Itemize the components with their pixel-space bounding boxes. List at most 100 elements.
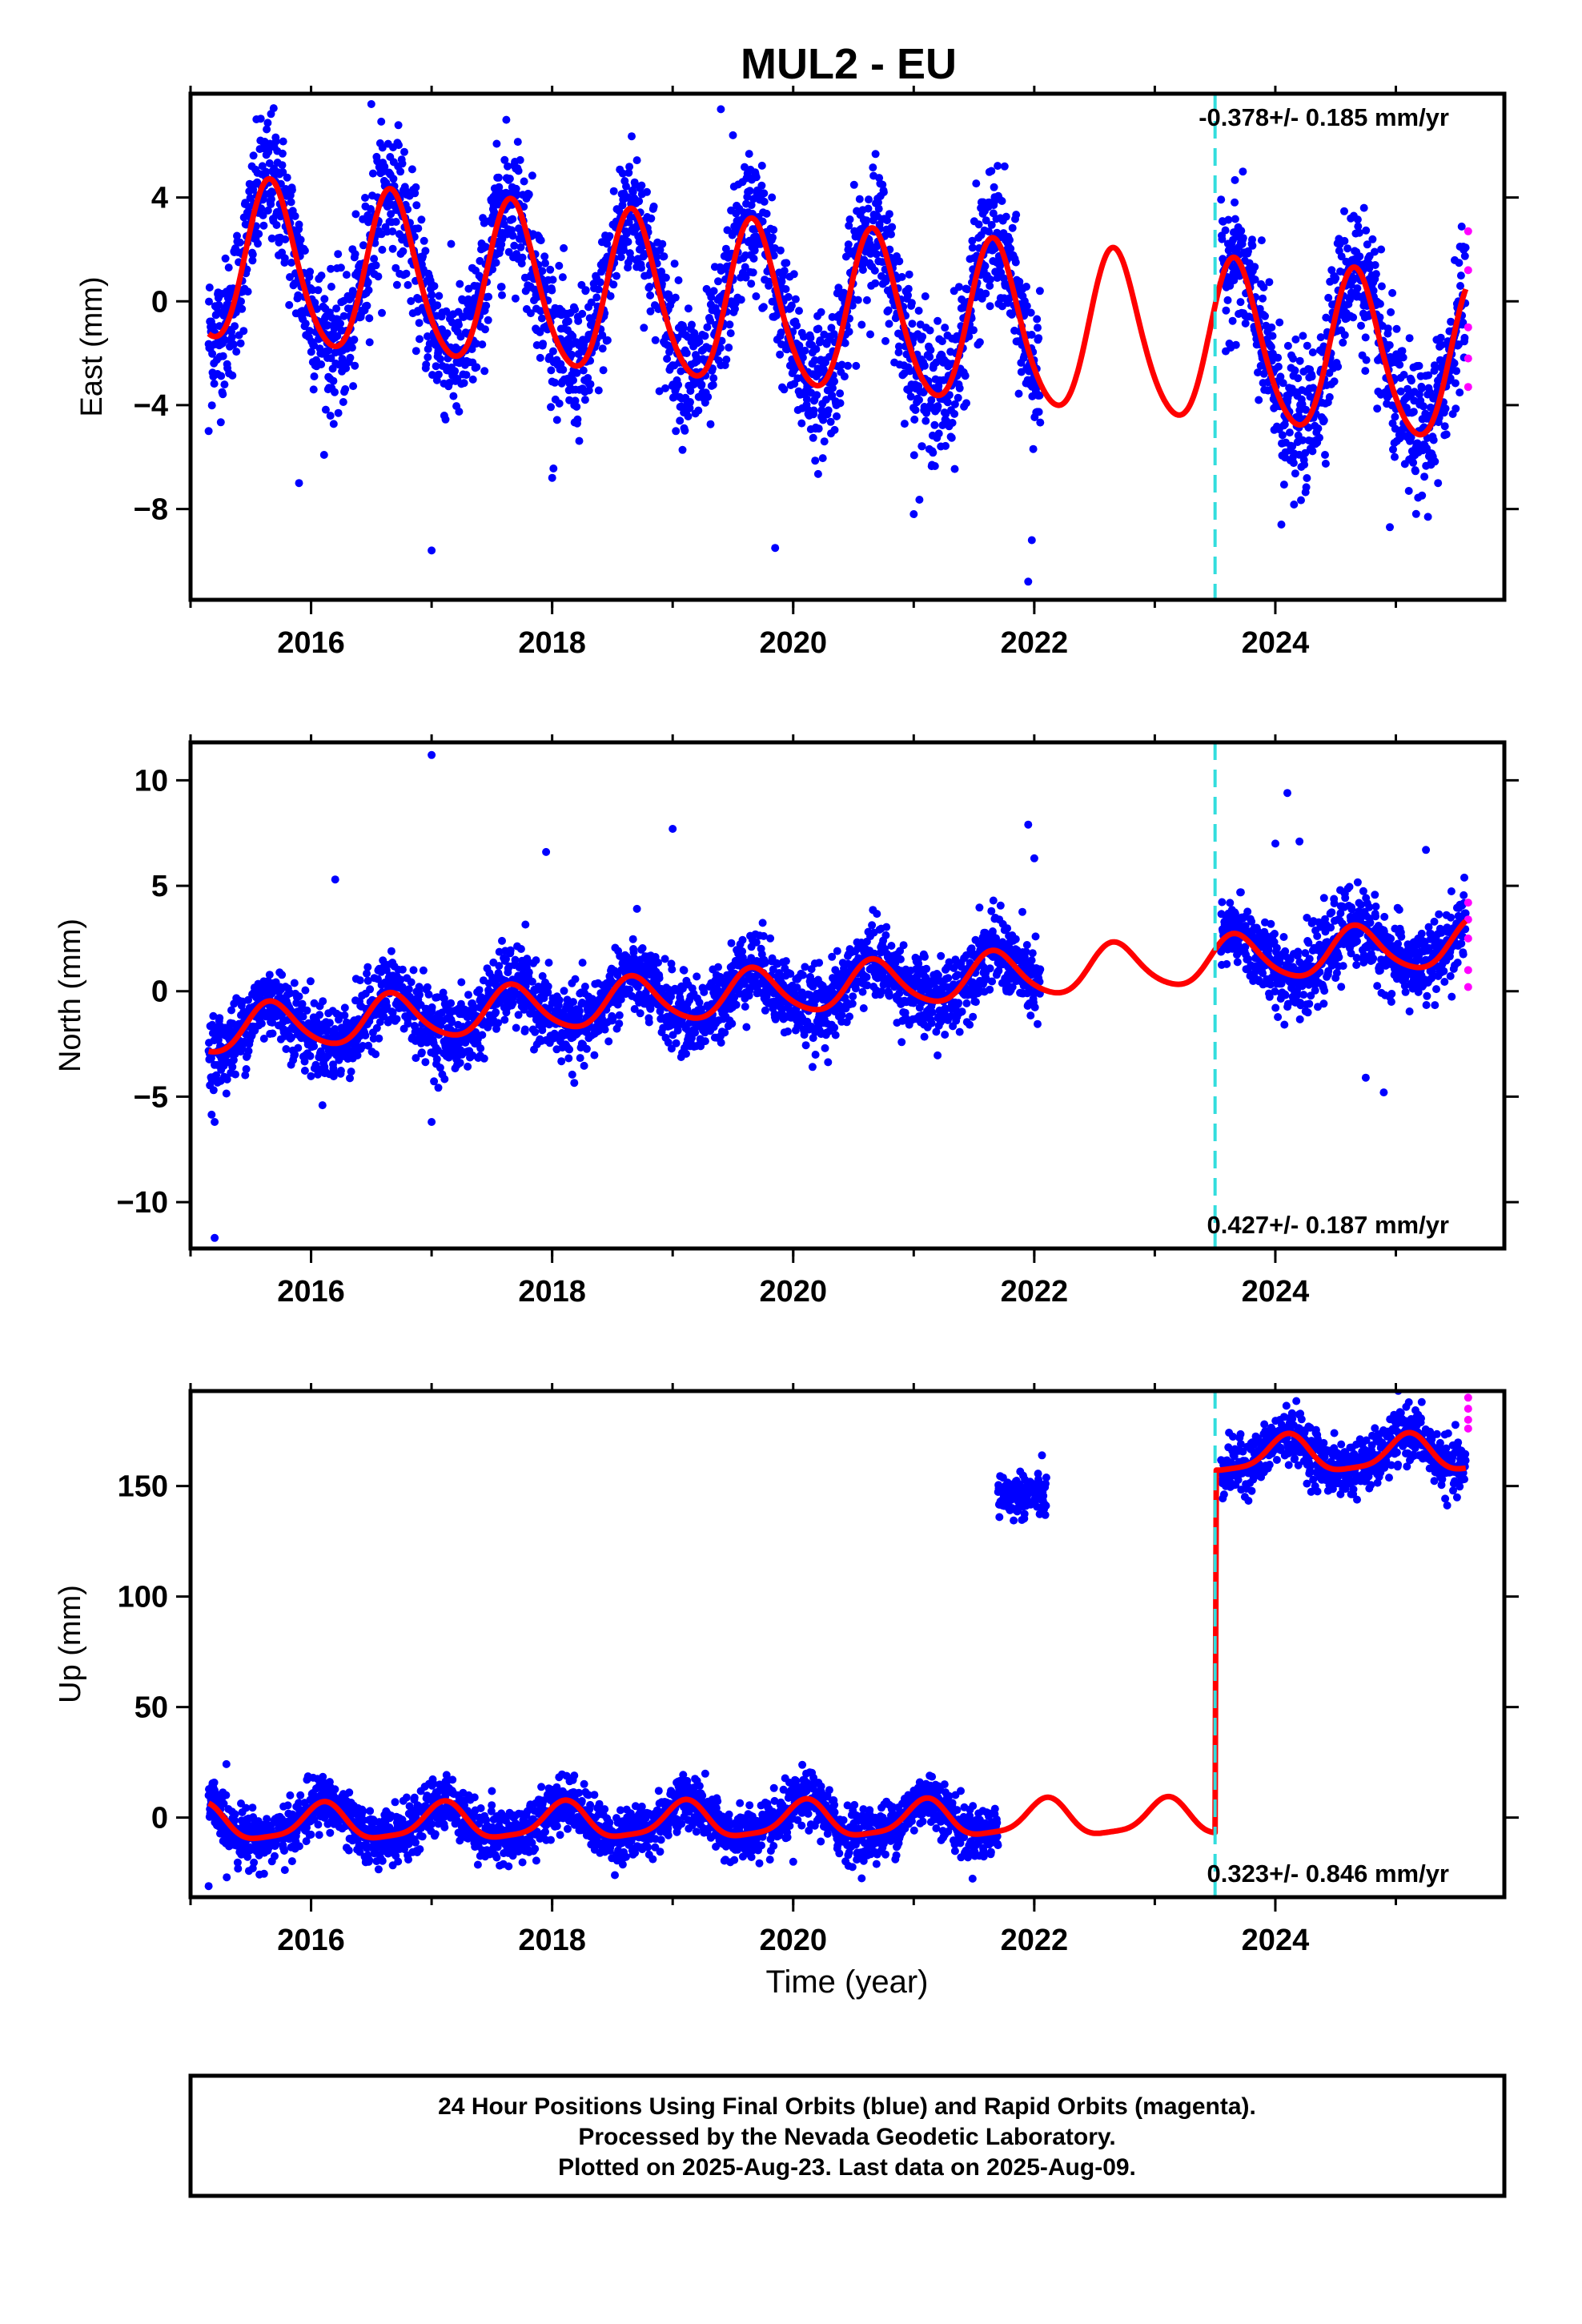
east-data-point <box>560 243 568 252</box>
east-data-point <box>1417 384 1426 392</box>
east-data-point <box>780 385 789 394</box>
east-data-point <box>281 235 290 243</box>
east-data-point <box>310 341 319 350</box>
north-data-point <box>524 968 533 977</box>
east-data-point <box>809 433 817 442</box>
east-data-point <box>215 300 223 309</box>
east-data-point <box>1026 308 1035 317</box>
east-data-point <box>982 289 990 298</box>
north-data-point <box>374 975 382 983</box>
north-data-point <box>636 1009 644 1018</box>
north-data-point <box>300 1067 309 1075</box>
east-data-point <box>787 301 796 310</box>
east-data-point <box>1431 457 1439 466</box>
east-data-point <box>351 361 359 370</box>
east-data-point <box>548 286 556 295</box>
east-data-point <box>517 259 526 267</box>
east-data-point <box>716 344 725 352</box>
east-data-point <box>1405 334 1414 343</box>
north-data-point <box>379 1012 388 1021</box>
east-data-point <box>663 355 672 363</box>
east-data-point <box>1014 389 1023 398</box>
east-data-point <box>1446 374 1455 383</box>
east-outlier-point <box>1027 536 1036 545</box>
east-data-point <box>802 395 811 404</box>
north-data-point <box>366 985 375 994</box>
east-data-point <box>963 285 972 294</box>
east-data-point <box>1369 286 1378 295</box>
east-data-point <box>287 198 295 207</box>
north-data-point <box>638 944 647 952</box>
north-data-point <box>738 947 747 955</box>
east-data-point <box>1291 335 1300 344</box>
east-data-point <box>334 250 343 259</box>
north-data-point <box>372 1023 381 1032</box>
north-data-point <box>407 978 416 987</box>
east-data-point <box>737 296 745 304</box>
north-data-point <box>498 936 506 945</box>
east-data-point <box>1409 458 1418 467</box>
east-data-point <box>1424 371 1433 380</box>
east-data-point <box>914 307 923 315</box>
east-data-point <box>750 246 759 255</box>
north-data-point <box>464 1062 472 1071</box>
east-data-point <box>258 162 267 171</box>
east-data-point <box>1370 247 1379 256</box>
east-data-point <box>1355 252 1364 261</box>
east-data-point <box>514 167 523 175</box>
east-data-point <box>915 496 924 504</box>
east-data-point <box>508 231 517 240</box>
east-rapid-point <box>1464 323 1472 332</box>
north-data-point <box>347 1068 355 1076</box>
east-data-point <box>1274 353 1283 362</box>
east-data-point <box>598 331 607 340</box>
east-data-point <box>1022 302 1031 311</box>
east-data-point <box>1261 312 1269 320</box>
north-data-point <box>295 992 303 1001</box>
east-data-point <box>1035 391 1044 400</box>
east-data-point <box>327 283 335 291</box>
north-data-point <box>608 1014 617 1023</box>
east-data-point <box>1456 271 1465 280</box>
east-data-point <box>399 247 408 255</box>
north-data-point <box>340 1003 349 1012</box>
east-model-curve <box>207 175 1469 438</box>
east-data-point <box>620 246 628 255</box>
east-data-point <box>998 197 1006 205</box>
north-data-point <box>209 1011 218 1020</box>
east-data-point <box>236 339 245 348</box>
north-data-point <box>257 1019 266 1028</box>
east-data-point <box>857 320 866 329</box>
east-data-point <box>428 291 436 300</box>
east-data-point <box>232 348 241 356</box>
east-data-point <box>309 385 318 394</box>
east-data-point <box>866 330 874 339</box>
east-data-point <box>226 290 235 299</box>
north-data-point <box>268 1029 277 1038</box>
east-data-point <box>248 256 257 265</box>
east-x-tick-label: 2020 <box>759 626 827 660</box>
east-data-point <box>871 279 880 287</box>
east-data-point <box>1035 287 1044 296</box>
east-data-point <box>1267 323 1276 332</box>
north-data-point <box>209 1086 218 1095</box>
north-data-point <box>291 1051 299 1059</box>
east-data-point <box>628 132 636 141</box>
east-data-point <box>481 325 489 334</box>
east-data-point <box>926 352 934 361</box>
north-data-point <box>330 1068 339 1077</box>
north-data-point <box>476 1044 485 1053</box>
east-data-point <box>828 391 837 400</box>
north-data-point <box>580 1061 588 1070</box>
east-data-point <box>1361 367 1370 376</box>
east-data-point <box>548 347 557 356</box>
east-data-point <box>291 211 299 220</box>
north-data-point <box>682 1049 690 1058</box>
east-data-point <box>546 265 555 274</box>
east-data-point <box>934 402 942 411</box>
east-data-point <box>1002 212 1010 221</box>
east-data-point <box>267 195 275 203</box>
east-data-point <box>1267 343 1275 352</box>
east-data-point <box>1387 308 1395 316</box>
east-outlier-point <box>295 479 303 488</box>
